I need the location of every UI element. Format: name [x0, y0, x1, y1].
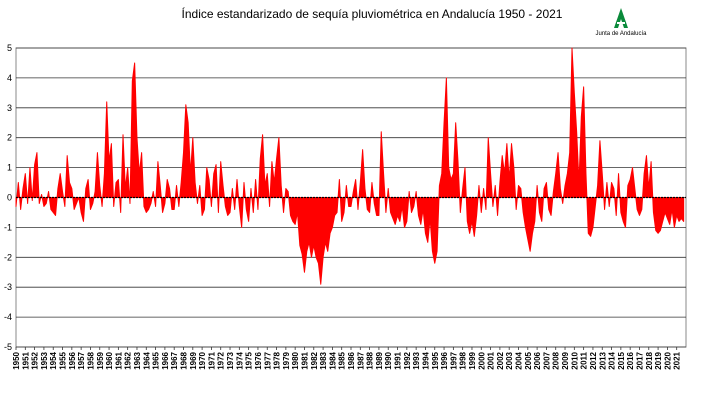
y-tick-label: -1 [4, 222, 12, 232]
x-tick-label: 2008 [552, 351, 561, 369]
x-tick-label: 1971 [207, 351, 216, 369]
x-tick-label: 1953 [40, 351, 49, 369]
x-tick-label: 2018 [645, 351, 654, 369]
x-tick-label: 2009 [561, 351, 570, 369]
x-tick-label: 1978 [273, 351, 282, 369]
x-tick-label: 2019 [654, 351, 663, 369]
y-tick-label: 1 [7, 163, 12, 173]
x-tick-label: 1997 [449, 351, 458, 369]
x-tick-label: 2017 [635, 351, 644, 369]
x-tick-label: 2015 [617, 351, 626, 369]
x-tick-label: 1977 [263, 351, 272, 369]
x-tick-label: 1988 [366, 351, 375, 369]
x-tick-label: 1974 [235, 351, 244, 369]
x-tick-label: 2002 [496, 351, 505, 369]
x-tick-label: 1986 [347, 351, 356, 369]
y-tick-label: -4 [4, 312, 12, 322]
x-tick-label: 1952 [31, 351, 40, 369]
x-tick-label: 1957 [77, 351, 86, 369]
x-tick-label: 2011 [580, 351, 589, 369]
logo-bar [617, 22, 625, 24]
x-tick-label: 1983 [319, 351, 328, 369]
x-tick-label: 2004 [515, 351, 524, 369]
area [15, 47, 685, 285]
x-tick-label: 1987 [356, 351, 365, 369]
x-tick-label: 1969 [189, 351, 198, 369]
x-tick-label: 2013 [598, 351, 607, 369]
x-tick-label: 1962 [124, 351, 133, 369]
x-tick-label: 1979 [282, 351, 291, 369]
x-tick-label: 1980 [291, 351, 300, 369]
x-tick-label: 1975 [245, 351, 254, 369]
x-tick-label: 1955 [59, 351, 68, 369]
x-tick-label: 1950 [12, 351, 21, 369]
x-tick-label: 2000 [477, 351, 486, 369]
x-tick-label: 1993 [412, 351, 421, 369]
x-tick-label: 1991 [394, 351, 403, 369]
x-tick-label: 2016 [626, 351, 635, 369]
x-tick-label: 1954 [49, 351, 58, 369]
x-tick-label: 2010 [570, 351, 579, 369]
plot-area: -5 -4 -3 -2 -1 0 1 2 3 4 5 1950 1951 1952 1953 1954 1955… [4, 43, 687, 370]
x-tick-label: 2021 [673, 351, 682, 369]
x-tick-label: 1995 [431, 351, 440, 369]
x-tick-label: 1965 [152, 351, 161, 369]
x-tick-label: 1960 [105, 351, 114, 369]
y-tick-label: 3 [7, 103, 12, 113]
x-tick-label: 1982 [310, 351, 319, 369]
x-tick-label: 1992 [403, 351, 412, 369]
x-tick-label: 2005 [524, 351, 533, 369]
x-tick-label: 1964 [142, 351, 151, 369]
x-tick-label: 1968 [180, 351, 189, 369]
x-tick-label: 1984 [328, 351, 337, 369]
x-tick-label: 1998 [459, 351, 468, 369]
x-tick-label: 2001 [487, 351, 496, 369]
y-tick-label: -3 [4, 282, 12, 292]
x-tick-label: 1956 [68, 351, 77, 369]
x-tick-label: 1970 [198, 351, 207, 369]
x-tick-label: 1996 [440, 351, 449, 369]
x-tick-label: 1981 [300, 351, 309, 369]
y-tick-label: -5 [4, 342, 12, 352]
y-tick-label: -2 [4, 252, 12, 262]
x-tick-label: 2014 [608, 351, 617, 369]
y-tick-label: 4 [7, 73, 12, 83]
x-tick-label: 1972 [217, 351, 226, 369]
x-tick-label: 2020 [663, 351, 672, 369]
x-tick-label: 1976 [254, 351, 263, 369]
x-tick-label: 1958 [86, 351, 95, 369]
x-tick-label: 2007 [542, 351, 551, 369]
x-tick-label: 1990 [384, 351, 393, 369]
x-tick-label: 1967 [170, 351, 179, 369]
logo-text: Junta de Andalucía [595, 31, 647, 37]
x-tick-label: 1989 [375, 351, 384, 369]
x-tick-label: 1985 [338, 351, 347, 369]
logo: Junta de Andalucía [595, 8, 647, 37]
y-tick-label: 2 [7, 133, 12, 143]
y-tick-label: 5 [7, 43, 12, 53]
y-tick-label: 0 [7, 193, 12, 203]
x-tick-label: 2006 [533, 351, 542, 369]
x-tick-label: 1951 [21, 351, 30, 369]
chart-title: Índice estandarizado de sequía pluviomét… [182, 6, 563, 21]
x-tick-label: 1973 [226, 351, 235, 369]
x-tick-label: 1994 [421, 351, 430, 369]
x-tick-label: 1963 [133, 351, 142, 369]
x-tick-label: 1999 [468, 351, 477, 369]
x-tick-label: 1961 [114, 351, 123, 369]
x-tick-label: 1966 [161, 351, 170, 369]
x-tick-label: 2003 [505, 351, 514, 369]
x-tick-label: 2012 [589, 351, 598, 369]
x-tick-label: 1959 [96, 351, 105, 369]
